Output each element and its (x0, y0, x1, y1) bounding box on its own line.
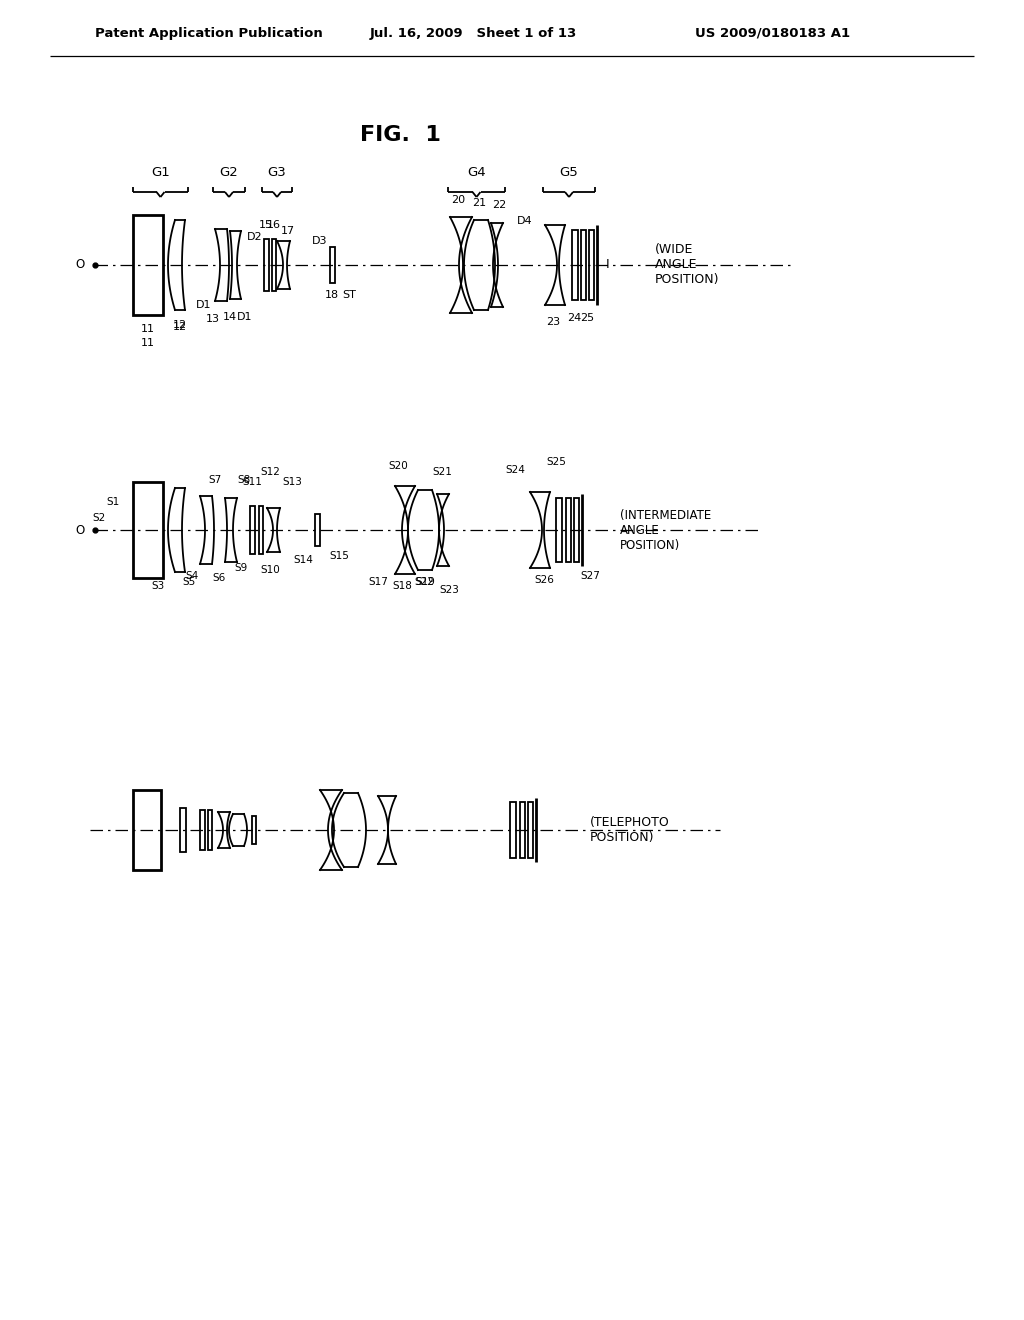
Text: 12: 12 (173, 322, 187, 333)
Text: S13: S13 (282, 477, 302, 487)
Text: S2: S2 (93, 513, 106, 523)
Text: G3: G3 (267, 166, 287, 180)
Text: S24: S24 (505, 465, 525, 475)
Text: 21: 21 (472, 198, 486, 209)
Text: 23: 23 (546, 317, 560, 327)
Bar (272, 239, 276, 290)
Text: S6: S6 (212, 573, 225, 583)
Bar (200, 810, 205, 850)
Text: D4: D4 (517, 216, 532, 226)
Text: 25: 25 (580, 313, 594, 323)
Text: 11: 11 (141, 338, 155, 348)
Text: D2: D2 (247, 232, 263, 242)
Bar (250, 506, 255, 554)
Bar (581, 230, 586, 300)
Bar (208, 810, 212, 850)
Bar (566, 498, 571, 562)
Text: US 2009/0180183 A1: US 2009/0180183 A1 (695, 26, 850, 40)
Text: S12: S12 (260, 467, 280, 477)
Text: 17: 17 (281, 226, 295, 236)
Text: 24: 24 (567, 313, 582, 323)
Text: O: O (76, 524, 85, 536)
Text: S25: S25 (546, 457, 566, 467)
Text: S15: S15 (329, 550, 349, 561)
Text: O: O (76, 259, 85, 272)
Text: 15: 15 (259, 220, 273, 230)
Text: S22: S22 (414, 577, 434, 587)
Bar (510, 803, 516, 858)
Text: S7: S7 (209, 475, 222, 484)
Text: S23: S23 (439, 585, 459, 595)
Bar (528, 803, 534, 858)
Text: S14: S14 (293, 554, 313, 565)
Text: S21: S21 (432, 467, 452, 477)
Text: G1: G1 (152, 166, 170, 180)
Bar (133, 482, 163, 578)
Text: 16: 16 (267, 220, 281, 230)
Text: ST: ST (342, 290, 356, 300)
Text: S27: S27 (580, 572, 600, 581)
Bar (589, 230, 594, 300)
Text: S11: S11 (242, 477, 262, 487)
Text: Jul. 16, 2009   Sheet 1 of 13: Jul. 16, 2009 Sheet 1 of 13 (370, 26, 578, 40)
Bar (133, 215, 163, 315)
Bar (574, 498, 579, 562)
Text: S1: S1 (106, 498, 120, 507)
Text: S17: S17 (368, 577, 388, 587)
Bar (133, 789, 161, 870)
Text: 12: 12 (173, 319, 187, 330)
Text: S19: S19 (415, 577, 435, 587)
Bar (180, 808, 186, 851)
Text: D1: D1 (238, 312, 253, 322)
Bar (330, 247, 335, 282)
Text: D3: D3 (312, 236, 328, 246)
Text: S9: S9 (234, 564, 248, 573)
Bar (252, 816, 256, 843)
Text: Patent Application Publication: Patent Application Publication (95, 26, 323, 40)
Bar (572, 230, 578, 300)
Bar (259, 506, 263, 554)
Bar (556, 498, 562, 562)
Bar (264, 239, 269, 290)
Text: S20: S20 (388, 461, 408, 471)
Text: D1: D1 (197, 300, 212, 310)
Text: FIG.  1: FIG. 1 (359, 125, 440, 145)
Text: S3: S3 (152, 581, 165, 591)
Text: S5: S5 (182, 577, 196, 587)
Text: G4: G4 (467, 166, 485, 180)
Bar (315, 513, 319, 546)
Text: S18: S18 (392, 581, 412, 591)
Text: 22: 22 (492, 201, 506, 210)
Bar (520, 803, 525, 858)
Text: G2: G2 (219, 166, 239, 180)
Text: 13: 13 (206, 314, 220, 323)
Text: (WIDE
ANGLE
POSITION): (WIDE ANGLE POSITION) (655, 243, 720, 286)
Text: G5: G5 (560, 166, 579, 180)
Text: S4: S4 (185, 572, 199, 581)
Text: I: I (606, 259, 609, 272)
Text: 18: 18 (325, 290, 339, 300)
Text: 11: 11 (141, 323, 155, 334)
Text: S26: S26 (535, 576, 554, 585)
Text: (INTERMEDIATE
ANGLE
POSITION): (INTERMEDIATE ANGLE POSITION) (620, 508, 712, 552)
Text: 20: 20 (451, 195, 465, 205)
Text: S10: S10 (260, 565, 280, 576)
Text: (TELEPHOTO
POSITION): (TELEPHOTO POSITION) (590, 816, 670, 843)
Text: 14: 14 (223, 312, 238, 322)
Text: S8: S8 (237, 475, 250, 484)
